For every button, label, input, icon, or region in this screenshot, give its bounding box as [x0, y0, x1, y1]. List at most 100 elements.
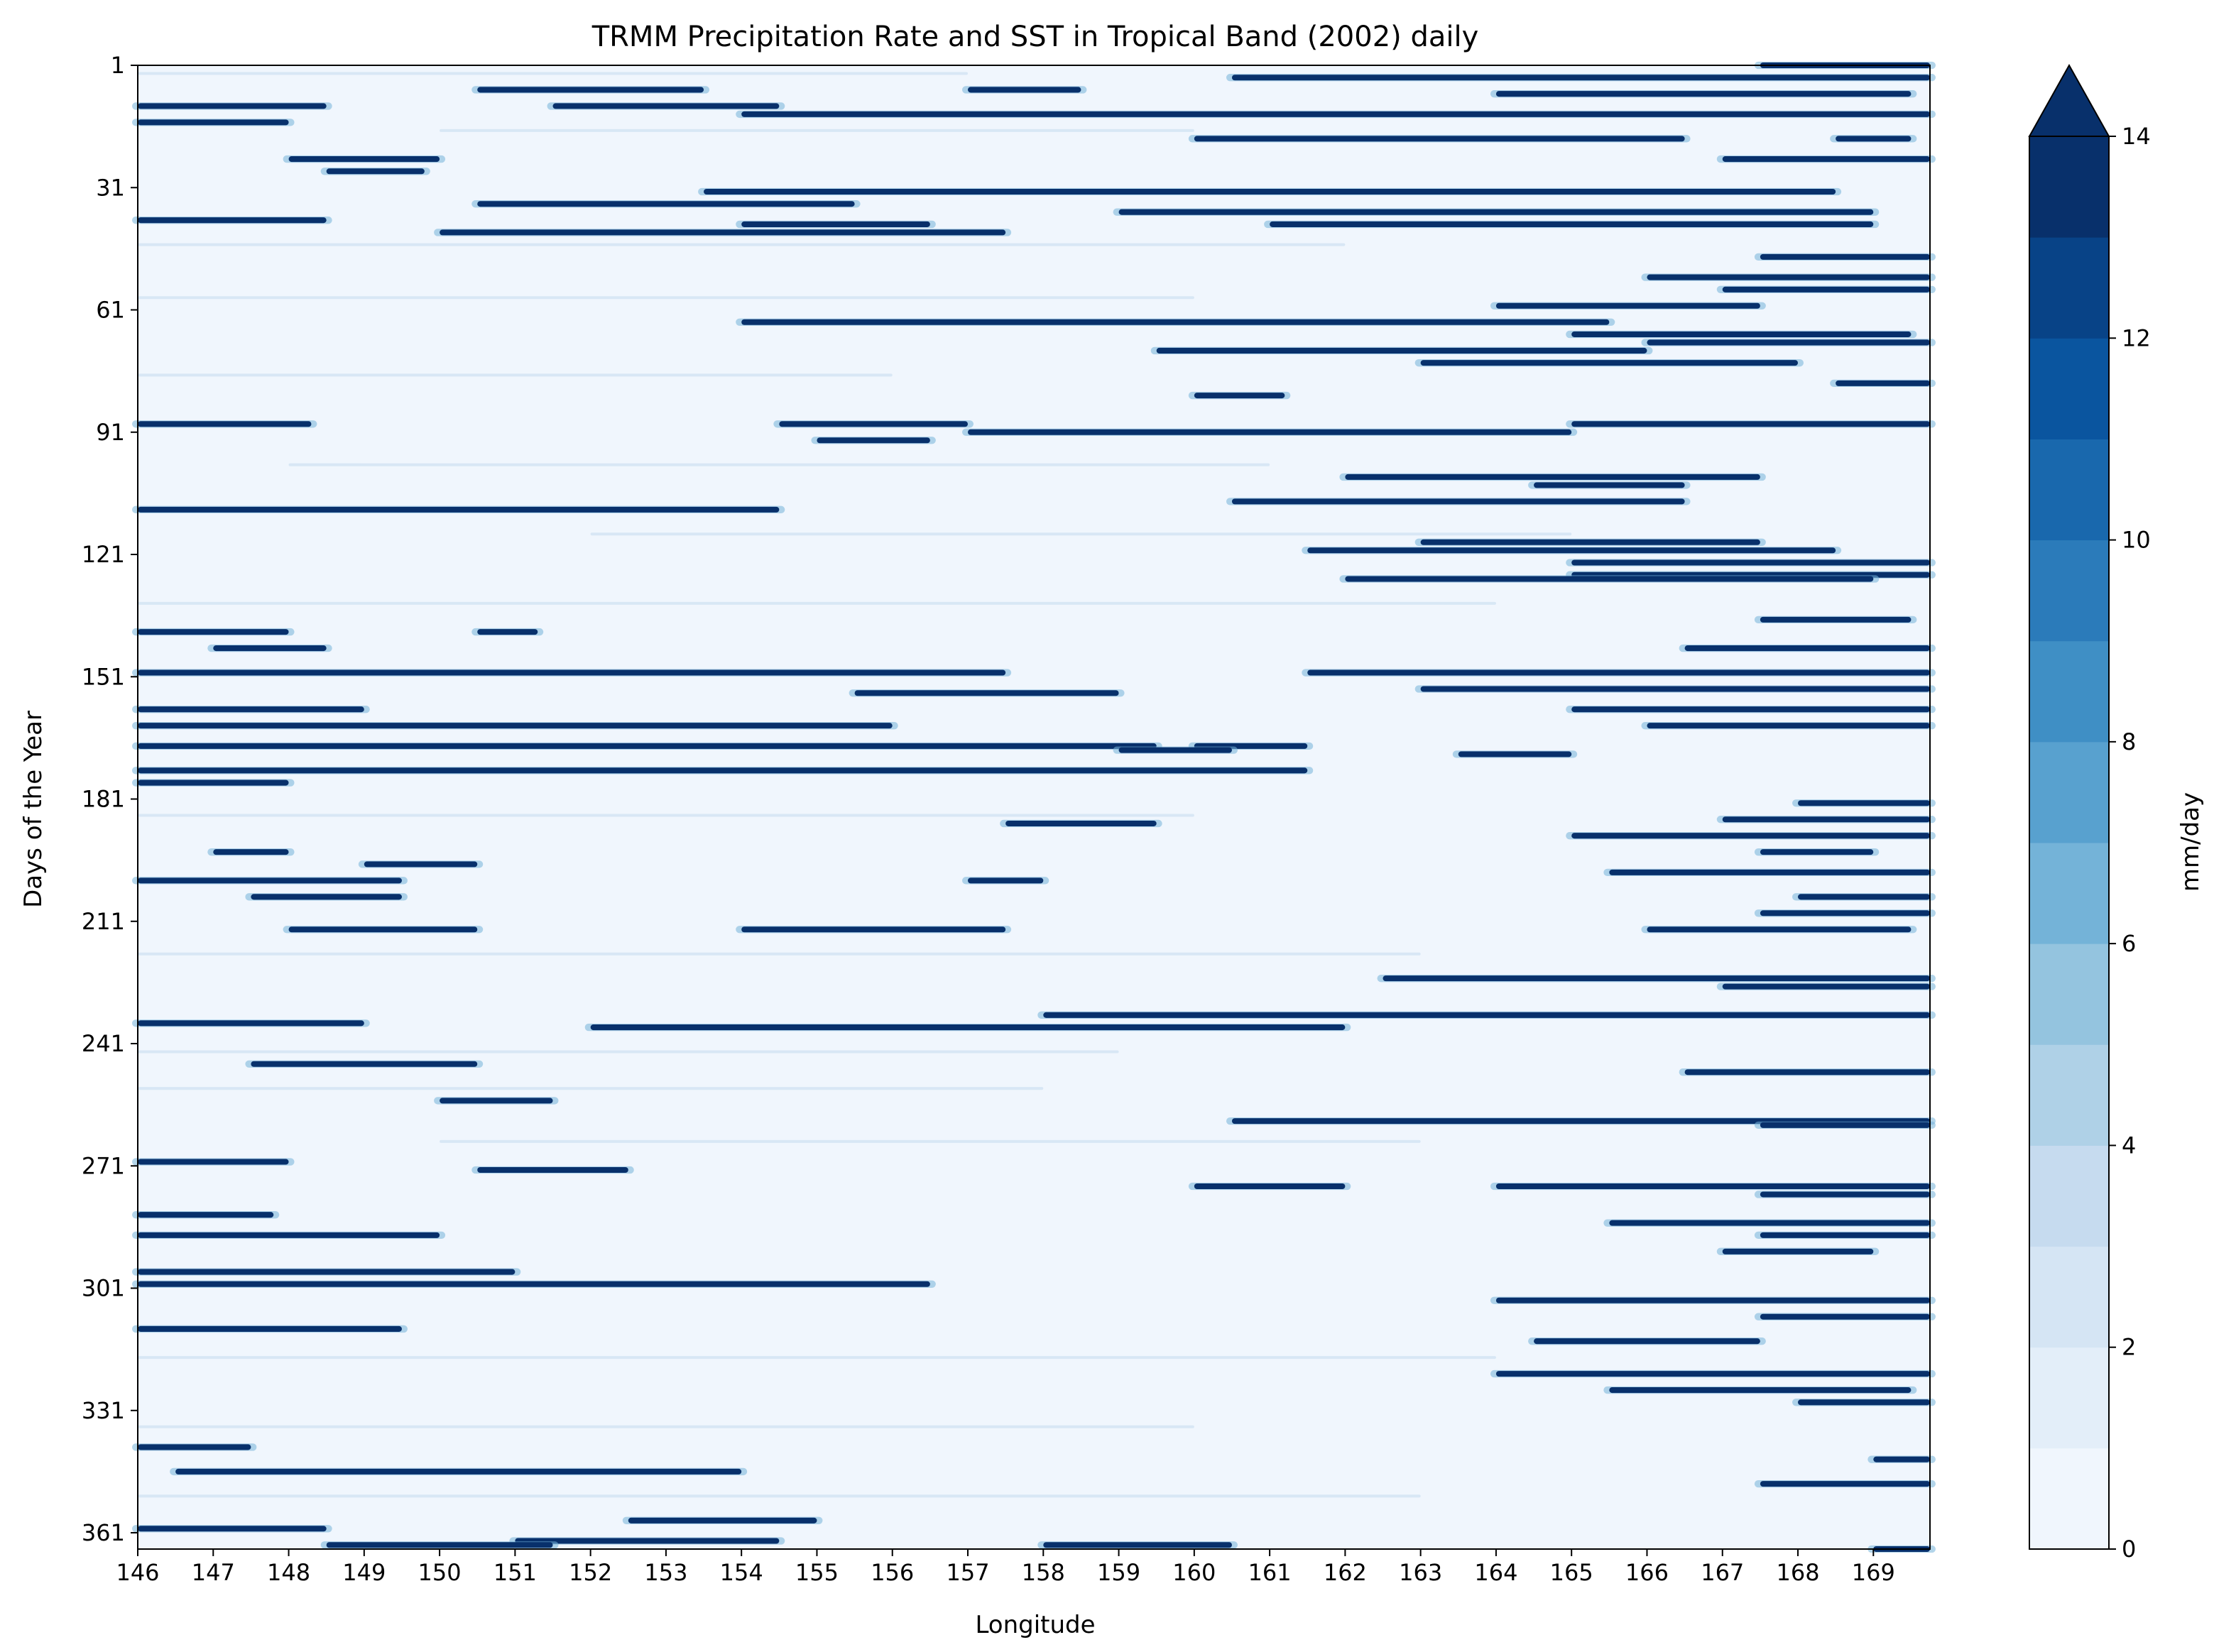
x-tick-label: 163: [1399, 1559, 1442, 1586]
heatmap-band: [1307, 547, 1836, 554]
heatmap-band: [1609, 869, 1930, 875]
x-tick-label: 160: [1172, 1559, 1216, 1586]
x-tick-label: 166: [1625, 1559, 1669, 1586]
x-axis-ticks: 146 147 148 149 150 151 152 153 154 155 156 157 158 1…: [116, 1549, 1895, 1586]
heatmap-band: [477, 201, 855, 207]
heatmap-band: [1571, 559, 1930, 566]
heatmap-band: [1873, 1456, 1930, 1462]
heatmap-band: [1722, 1248, 1874, 1254]
colorbar-segment: [2029, 1448, 2109, 1550]
x-tick-label: 156: [871, 1559, 914, 1586]
heatmap-band: [440, 229, 1006, 236]
heatmap-band: [1194, 136, 1685, 142]
heatmap-faint-band: [138, 814, 1194, 817]
colorbar-segment: [2029, 1347, 2109, 1449]
plot-frame: [137, 65, 1931, 1550]
heatmap-band: [1760, 253, 1930, 260]
heatmap-band: [251, 1061, 478, 1067]
y-tick-label: 301: [82, 1275, 125, 1302]
heatmap-band: [1194, 393, 1285, 399]
heatmap-band: [1760, 1122, 1930, 1128]
heatmap-band: [138, 506, 780, 513]
colorbar-tick-label: 14: [2122, 123, 2151, 150]
heatmap-band: [1760, 616, 1912, 623]
heatmap-band: [1231, 498, 1685, 505]
heatmap-band: [138, 669, 1006, 676]
heatmap-band: [1798, 800, 1930, 806]
colorbar-tick-label: 4: [2122, 1132, 2136, 1159]
heatmap-band: [1647, 926, 1912, 933]
heatmap-band: [138, 1159, 289, 1165]
heatmap-band: [1722, 156, 1930, 163]
heatmap-faint-band: [138, 72, 969, 75]
heatmap-band: [138, 1020, 364, 1027]
heatmap-band: [1156, 347, 1647, 354]
x-tick-label: 155: [795, 1559, 839, 1586]
heatmap-band: [1383, 975, 1930, 982]
heatmap-band: [1760, 1481, 1930, 1487]
y-axis-label: Days of the Year: [19, 711, 48, 908]
heatmap-band: [251, 894, 402, 900]
plot-area: [132, 61, 1936, 1553]
heatmap-band: [1722, 286, 1930, 292]
colorbar-segment: [2029, 1246, 2109, 1348]
x-tick-label: 148: [267, 1559, 310, 1586]
heatmap-band: [138, 706, 364, 713]
heatmap-band: [1609, 1220, 1930, 1226]
y-tick-label: 331: [82, 1397, 125, 1424]
colorbar-frame: [2029, 136, 2110, 1550]
heatmap-band: [1495, 1297, 1930, 1303]
heatmap-band: [1684, 1069, 1930, 1076]
heatmap-band: [138, 779, 289, 786]
heatmap-band: [1647, 723, 1930, 729]
x-tick-label: 152: [569, 1559, 612, 1586]
heatmap-band: [741, 926, 1006, 933]
heatmap-band: [1005, 820, 1157, 826]
colorbar-tick-label: 12: [2122, 324, 2151, 351]
colorbar-label: mm/day: [2176, 792, 2205, 892]
heatmap-band: [288, 156, 440, 163]
heatmap-band: [138, 103, 327, 109]
heatmap-faint-band: [288, 463, 1270, 466]
heatmap-band: [1571, 421, 1930, 427]
x-axis-label: Longitude: [975, 1611, 1095, 1639]
heatmap-band: [1571, 833, 1930, 839]
heatmap-band: [1798, 1399, 1930, 1406]
heatmap-band: [1495, 1371, 1930, 1377]
heatmap-faint-band: [138, 373, 893, 377]
heatmap-band: [138, 1444, 251, 1450]
heatmap-band: [968, 877, 1044, 884]
heatmap-faint-band: [138, 1087, 1044, 1090]
heatmap-band: [968, 87, 1081, 93]
colorbar-segment: [2029, 843, 2109, 944]
heatmap-band: [138, 877, 402, 884]
heatmap-band: [1270, 221, 1874, 227]
x-tick-label: 146: [116, 1559, 159, 1586]
colorbar-tick-label: 2: [2122, 1334, 2136, 1361]
heatmap-band: [817, 437, 930, 444]
colorbar-tick-label: 6: [2122, 930, 2136, 957]
heatmap-band: [1647, 339, 1930, 346]
colorbar-segment: [2029, 1145, 2109, 1247]
heatmap-band: [1798, 894, 1930, 900]
heatmap-band: [138, 1526, 327, 1532]
x-tick-label: 149: [342, 1559, 386, 1586]
x-tick-label: 169: [1852, 1559, 1895, 1586]
heatmap-band: [138, 1269, 516, 1275]
x-tick-label: 147: [192, 1559, 235, 1586]
y-tick-label: 1: [111, 52, 125, 79]
heatmap-band: [1420, 686, 1930, 692]
heatmap-band: [477, 1166, 628, 1174]
heatmap-band: [138, 1232, 440, 1238]
heatmap-band: [1495, 302, 1760, 309]
heatmap-band: [1345, 576, 1874, 582]
heatmap-band: [1118, 747, 1232, 753]
heatmap-band: [1420, 360, 1799, 366]
x-tick-label: 168: [1776, 1559, 1819, 1586]
heatmap-band: [1495, 91, 1912, 97]
y-tick-label: 271: [82, 1152, 125, 1179]
heatmap-band: [1647, 274, 1930, 280]
y-tick-label: 91: [96, 419, 125, 446]
heatmap-faint-band: [138, 952, 1421, 956]
